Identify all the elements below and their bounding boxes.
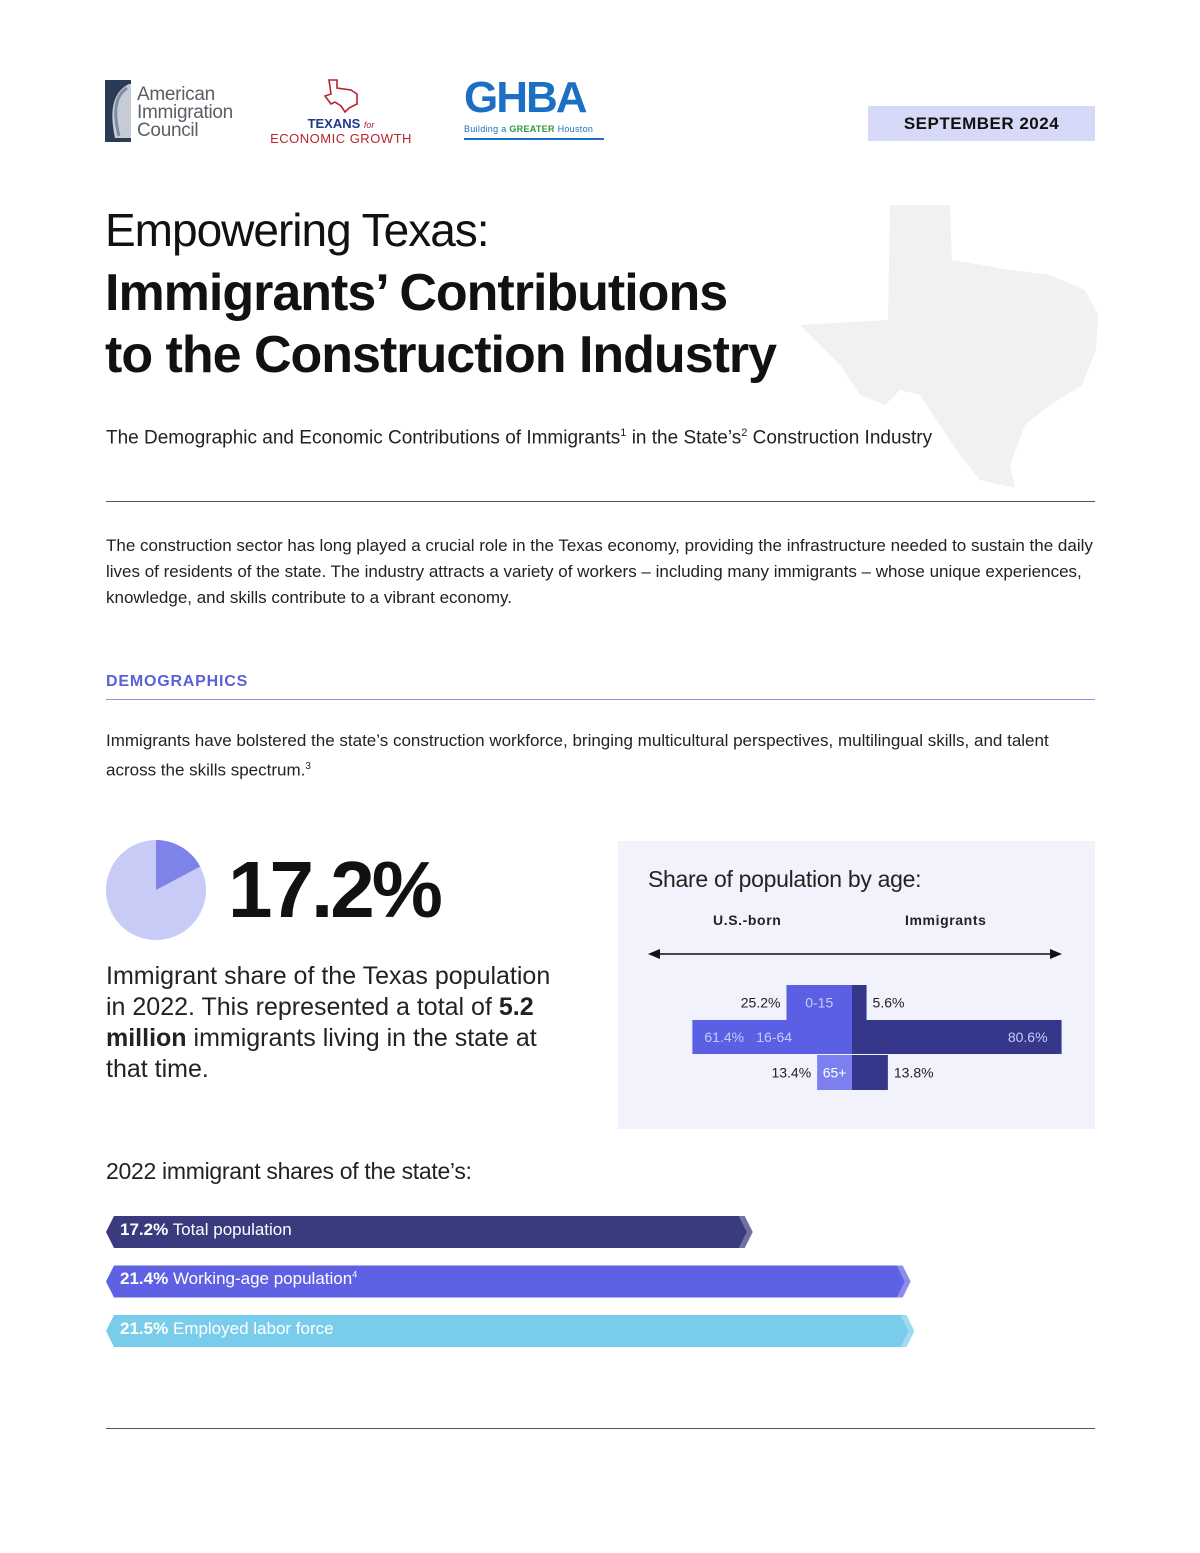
share-bar-tip-1 (896, 1265, 911, 1298)
share-bar-tip-0 (738, 1216, 753, 1248)
age-chart: 0-15 25.2% 5.6% 16-64 61.4% 80.6% 65+ 13.4% 13.8… (648, 949, 1062, 1090)
divider-bottom (106, 1428, 1095, 1429)
shares-title: 2022 immigrant shares of the state’s: (106, 1158, 472, 1184)
share-bar-1 (106, 1265, 911, 1298)
share-bar-0 (106, 1216, 753, 1248)
section-divider (106, 699, 1095, 700)
texas-outline-icon (323, 79, 358, 114)
texas-map-silhouette (800, 205, 1098, 488)
share-bar-label-total: 17.2% Total population (120, 1220, 292, 1239)
pie-slice-immigrants (156, 840, 201, 890)
section-heading-demographics: DEMOGRAPHICS (106, 673, 249, 690)
aic-logo-mark (105, 80, 131, 142)
subtitle: The Demographic and Economic Contributio… (106, 427, 933, 449)
title-line-1: Empowering Texas: (105, 204, 490, 256)
big-stat-value: 17.2% (228, 845, 443, 934)
ghba-logo: GHBA Building a GREATER Houston (464, 76, 604, 148)
age-chart-usborn-label: U.S.-born (713, 912, 782, 928)
bar-usborn-65+ (817, 1055, 852, 1090)
shares-bar-chart (106, 1216, 915, 1347)
bar-immigrants-0-15 (852, 985, 867, 1020)
share-bar-2 (106, 1315, 915, 1347)
intro-paragraph: The construction sector has long played … (106, 536, 1093, 607)
axis-arrow (648, 949, 1062, 959)
title-main: Immigrants’ Contributions to the Constru… (105, 264, 777, 384)
stat-description: Immigrant share of the Texas population … (106, 962, 551, 1083)
age-chart-immigrants-label: Immigrants (905, 912, 987, 928)
value-label-immigrants-0-15: 5.6% (873, 995, 905, 1011)
value-label-immigrants-65+: 13.8% (894, 1065, 934, 1081)
category-label-0-15: 0-15 (805, 995, 833, 1011)
category-label-65+: 65+ (823, 1065, 847, 1081)
divider (106, 501, 1095, 502)
bar-immigrants-16-64 (852, 1020, 1062, 1054)
immigrant-share-pie (106, 840, 206, 940)
category-label-16-64: 16-64 (756, 1029, 792, 1045)
demographics-paragraph: Immigrants have bolstered the state’s co… (106, 731, 1049, 780)
bar-usborn-0-15 (786, 985, 852, 1020)
share-bar-tip-2 (900, 1315, 915, 1347)
value-label-usborn-0-15: 25.2% (741, 995, 781, 1011)
age-chart-title: Share of population by age: (648, 866, 922, 892)
teg-logo: TEXANS for ECONOMIC GROWTH (268, 78, 414, 148)
aic-logo-text: American Immigration Council (137, 84, 233, 141)
value-label-usborn-16-64: 61.4% (704, 1029, 744, 1045)
date-badge: SEPTEMBER 2024 (868, 106, 1095, 141)
share-bar-label-labor-force: 21.5% Employed labor force (120, 1319, 334, 1338)
bar-immigrants-65+ (852, 1055, 888, 1090)
bar-usborn-16-64 (692, 1020, 852, 1054)
share-bar-label-working-age: 21.4% Working-age population4 (120, 1269, 358, 1288)
value-label-usborn-65+: 13.4% (771, 1065, 811, 1081)
value-label-immigrants-16-64: 80.6% (1008, 1029, 1048, 1045)
